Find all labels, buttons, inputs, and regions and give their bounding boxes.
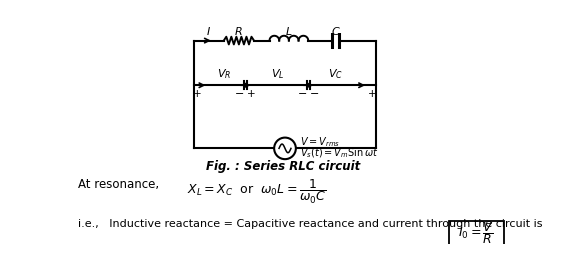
Text: Fig. : Series RLC circuit: Fig. : Series RLC circuit	[205, 160, 360, 173]
Text: L: L	[286, 27, 292, 37]
Text: $V_s(t) = V_m\mathrm{Sin}\,\omega t$: $V_s(t) = V_m\mathrm{Sin}\,\omega t$	[301, 146, 379, 160]
Text: C: C	[332, 27, 339, 37]
Text: +: +	[193, 89, 202, 99]
Text: −: −	[310, 89, 319, 99]
Text: $X_L = X_C$  or  $\omega_0 L = \dfrac{1}{\omega_0 C}$: $X_L = X_C$ or $\omega_0 L = \dfrac{1}{\…	[186, 178, 326, 206]
Text: R: R	[235, 27, 243, 37]
Text: $V_R$: $V_R$	[217, 68, 231, 81]
Text: I: I	[206, 27, 210, 37]
Text: $V_L$: $V_L$	[270, 68, 284, 81]
Text: $V_C$: $V_C$	[328, 68, 343, 81]
Text: $V = V_{rms}$: $V = V_{rms}$	[301, 135, 340, 149]
Text: $I_0 = \dfrac{V}{R}$: $I_0 = \dfrac{V}{R}$	[458, 220, 494, 246]
Text: −: −	[297, 89, 306, 99]
Text: +: +	[367, 89, 376, 99]
Text: i.e.,   Inductive reactance = Capacitive reactance and current through the circu: i.e., Inductive reactance = Capacitive r…	[78, 219, 543, 229]
Text: +: +	[247, 89, 256, 99]
Text: −: −	[235, 89, 244, 99]
Text: At resonance,: At resonance,	[78, 178, 159, 191]
